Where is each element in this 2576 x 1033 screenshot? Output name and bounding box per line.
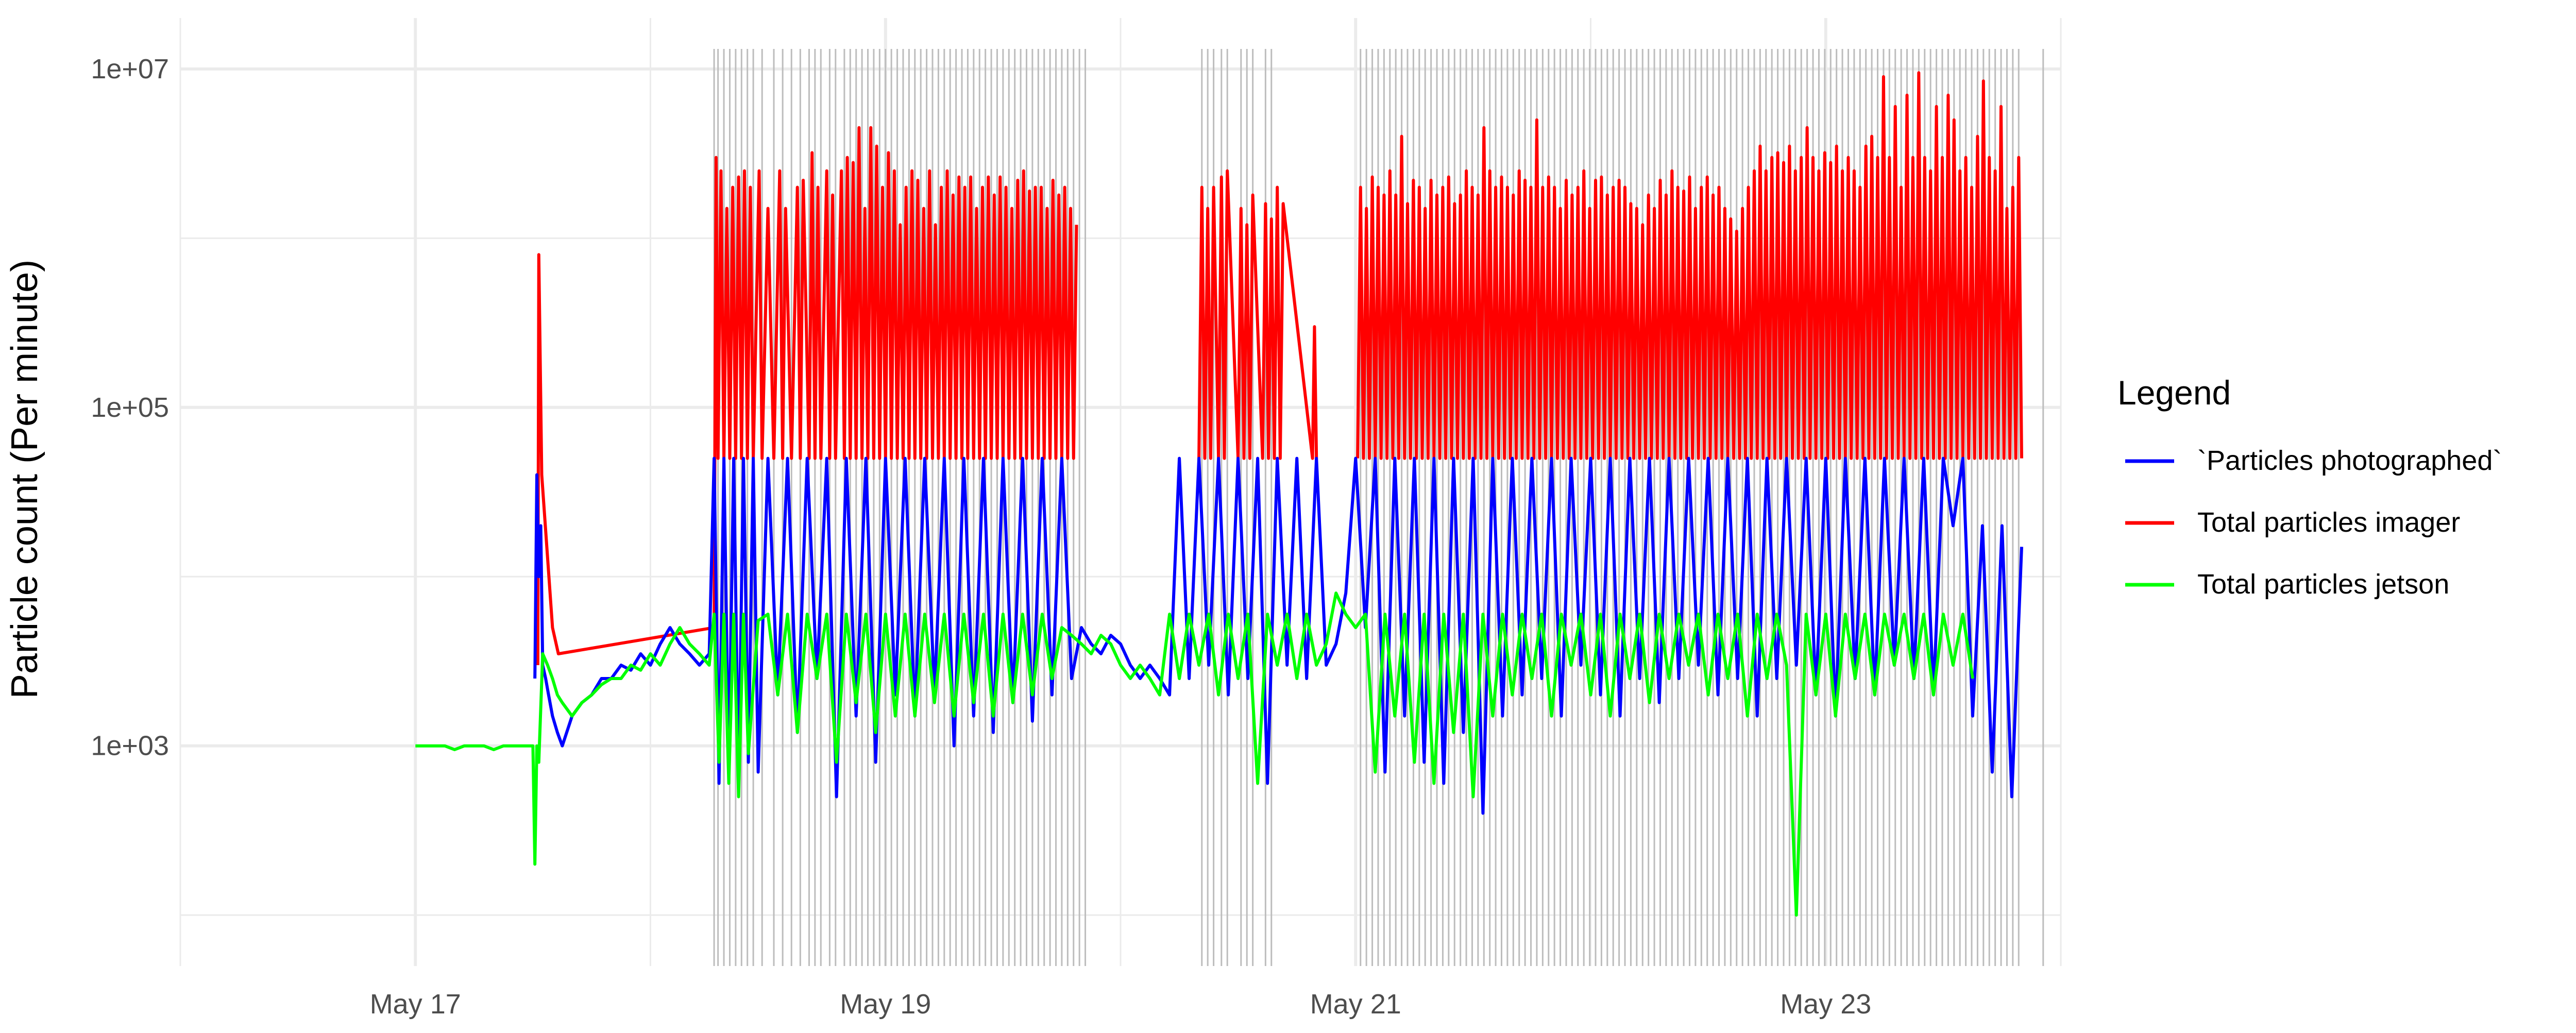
y-axis-title: Particle count (Per minute): [4, 260, 45, 699]
series-layer: [415, 71, 2023, 917]
legend-label-total-particles-jetson: Total particles jetson: [2197, 569, 2449, 600]
x-tick-label: May 21: [1310, 989, 1401, 1020]
series-line-total-particles-jetson: [415, 591, 1974, 917]
legend-label-total-particles-imager: Total particles imager: [2197, 507, 2460, 538]
y-tick-label: 1e+05: [91, 392, 169, 423]
x-tick-label: May 23: [1780, 989, 1871, 1020]
legend-label-particles-photographed: `Particles photographed`: [2197, 445, 2502, 476]
series-line-total-particles-imager: [536, 126, 1078, 666]
x-tick-label: May 17: [370, 989, 461, 1020]
x-tick-label: May 19: [840, 989, 931, 1020]
legend-title: Legend: [2117, 374, 2231, 412]
y-tick-label: 1e+07: [91, 54, 169, 84]
legend-entry-total-particles-jetson: Total particles jetson: [2125, 569, 2449, 600]
axis-layer: 1e+03 1e+05 1e+07 May 17 May 19 May 21 May 23: [91, 54, 1871, 1020]
series-line-particles-photographed: [533, 456, 2023, 815]
legend-entry-particles-photographed: `Particles photographed`: [2125, 445, 2502, 476]
y-tick-label: 1e+03: [91, 731, 169, 761]
series-line-total-particles-imager: [1356, 71, 2023, 460]
legend: Legend `Particles photographed` Total pa…: [2117, 374, 2502, 600]
series-line-total-particles-imager: [1197, 169, 1318, 460]
legend-entry-total-particles-imager: Total particles imager: [2125, 507, 2460, 538]
